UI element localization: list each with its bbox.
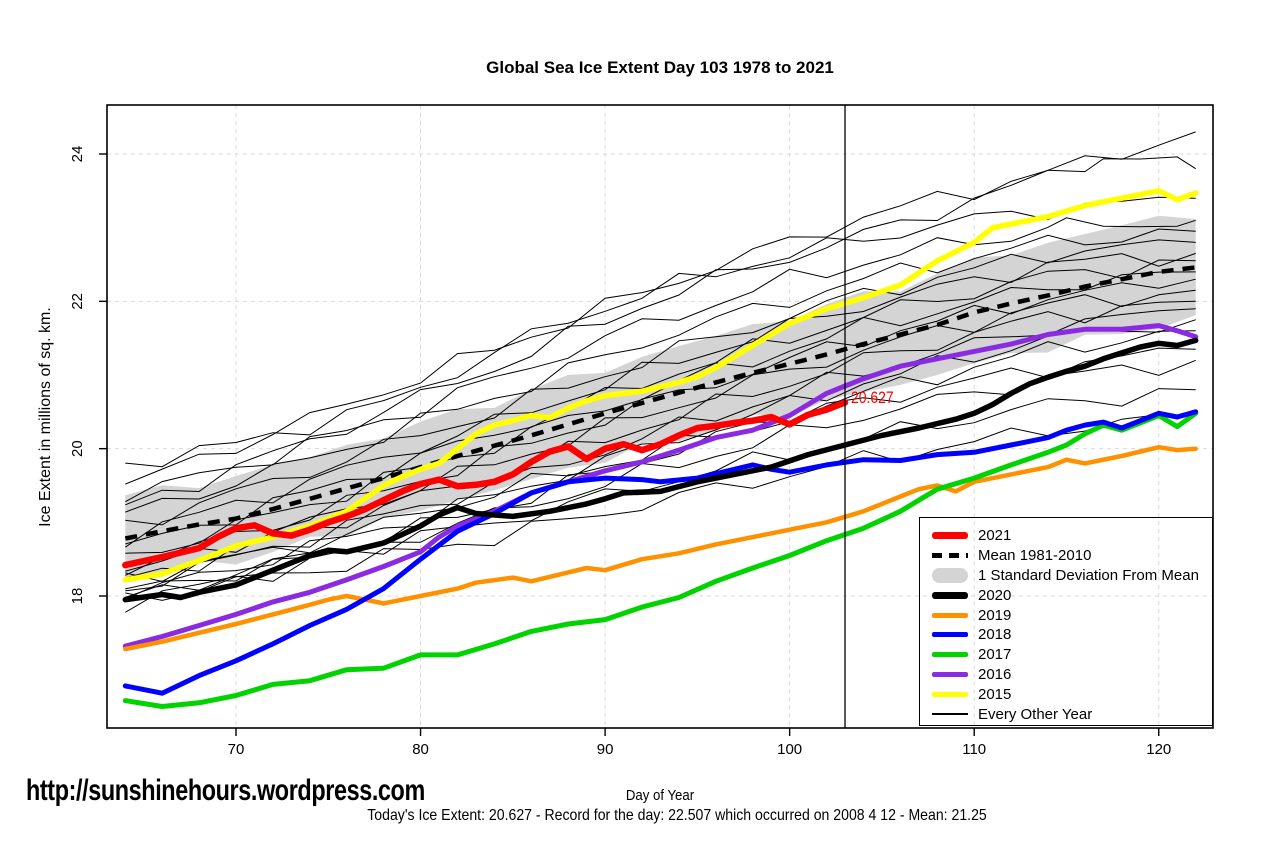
legend-line-2019 xyxy=(932,612,968,618)
legend-line-mean-dashed xyxy=(932,553,968,559)
svg-text:70: 70 xyxy=(228,741,245,758)
legend-band-swatch xyxy=(932,567,968,583)
legend-item-2015: 2015 xyxy=(920,684,1212,704)
legend-label: Every Other Year xyxy=(978,705,1093,723)
svg-text:110: 110 xyxy=(962,741,986,758)
svg-text:18: 18 xyxy=(69,588,86,605)
legend-label: 2018 xyxy=(978,626,1012,644)
legend-item-every-other-year: Every Other Year xyxy=(920,704,1212,724)
svg-text:80: 80 xyxy=(412,741,429,758)
legend-line-2021 xyxy=(932,532,968,540)
svg-text:120: 120 xyxy=(1146,741,1171,758)
legend-item-2021: 2021 xyxy=(920,526,1212,546)
footer-stats-text: Today's Ice Extent: 20.627 - Record for … xyxy=(367,807,987,824)
legend-line-every-other-year xyxy=(932,713,968,715)
legend-line-2020 xyxy=(932,591,968,599)
legend-item-2017: 2017 xyxy=(920,645,1212,665)
legend-item-2020: 2020 xyxy=(920,585,1212,605)
legend-label: 1 Standard Deviation From Mean xyxy=(978,566,1199,584)
legend-item-2018: 2018 xyxy=(920,625,1212,645)
watermark-url: http://sunshinehours.wordpress.com xyxy=(26,774,425,807)
current-value-annotation: 20.627 xyxy=(851,388,894,407)
svg-text:20: 20 xyxy=(69,440,86,457)
legend-label: 2015 xyxy=(978,685,1012,703)
legend-label: 2016 xyxy=(978,665,1012,683)
legend-line-2016 xyxy=(932,671,968,677)
legend-box: 2021 Mean 1981-2010 1 Standard Deviation… xyxy=(919,517,1213,726)
chart-title: Global Sea Ice Extent Day 103 1978 to 20… xyxy=(486,58,834,77)
legend-line-2015 xyxy=(932,691,968,697)
legend-label: Mean 1981-2010 xyxy=(978,547,1092,565)
svg-text:22: 22 xyxy=(69,293,86,310)
x-axis-label: Day of Year xyxy=(625,787,695,804)
legend-label: 2020 xyxy=(978,586,1012,604)
legend-item-stddev-band: 1 Standard Deviation From Mean xyxy=(920,566,1212,586)
legend-label: 2017 xyxy=(978,646,1012,664)
y-axis-label: Ice Extent in millions of sq. km. xyxy=(37,307,54,527)
svg-text:100: 100 xyxy=(777,741,802,758)
legend-item-2019: 2019 xyxy=(920,605,1212,625)
legend-line-2018 xyxy=(932,632,968,638)
legend-label: 2021 xyxy=(978,527,1012,545)
svg-text:24: 24 xyxy=(69,146,86,163)
legend-line-2017 xyxy=(932,652,968,658)
svg-text:90: 90 xyxy=(597,741,614,758)
legend-item-mean: Mean 1981-2010 xyxy=(920,546,1212,566)
legend-item-2016: 2016 xyxy=(920,665,1212,685)
legend-label: 2019 xyxy=(978,606,1012,624)
